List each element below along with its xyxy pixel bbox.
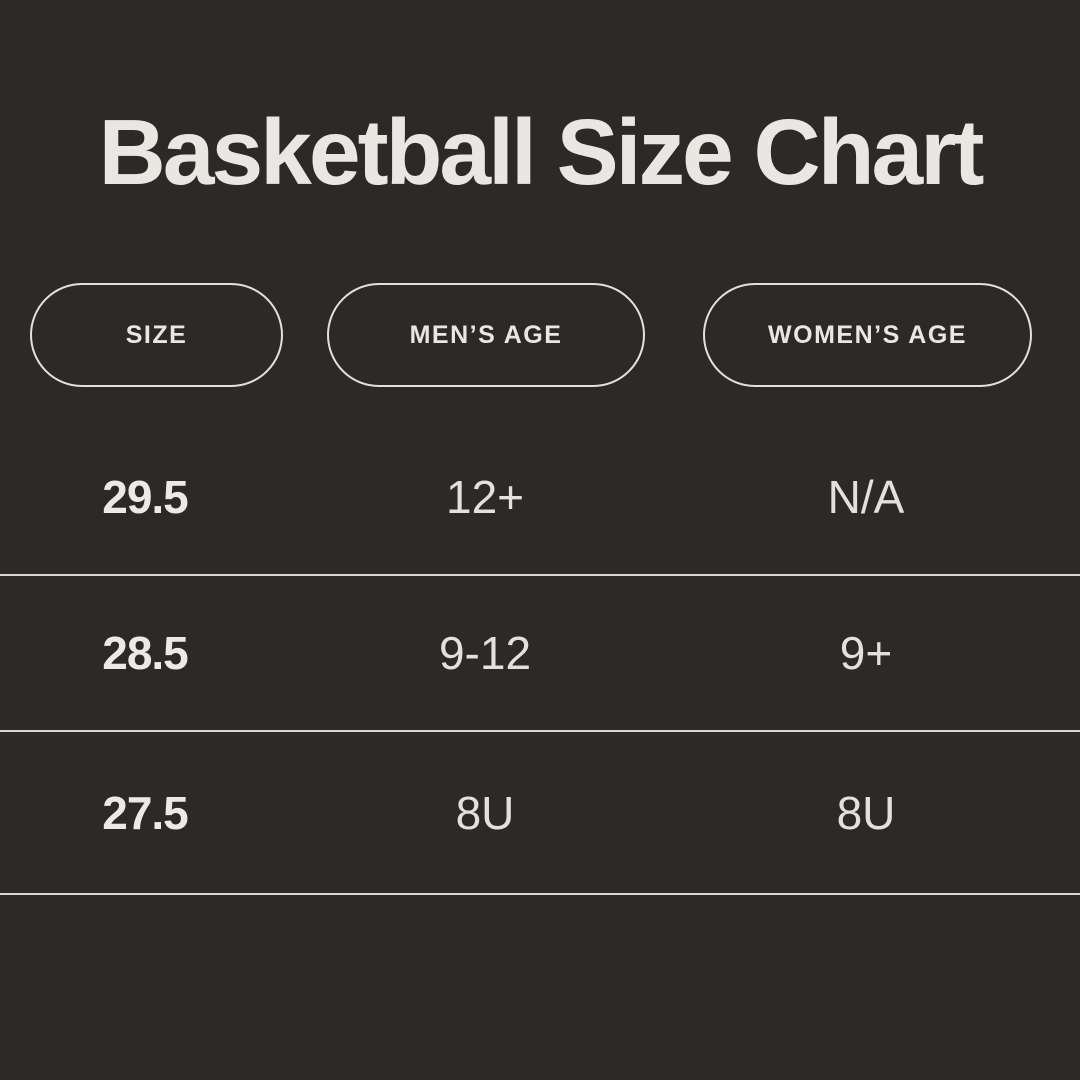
table-row: 28.5 9-12 9+	[0, 576, 1080, 732]
size-value: 28.5	[102, 627, 189, 679]
column-header-size: SIZE	[30, 283, 283, 387]
table-row: 29.5 12+ N/A	[0, 420, 1080, 576]
womens-age-value: N/A	[827, 471, 905, 523]
mens-age-value: 9-12	[438, 627, 532, 679]
page-title: Basketball Size Chart	[98, 100, 985, 204]
column-header-mens-age-label: MEN’S AGE	[409, 320, 563, 349]
size-value: 29.5	[102, 471, 189, 523]
mens-age-value: 8U	[455, 786, 515, 839]
table-row: 27.5 8U 8U	[0, 732, 1080, 895]
size-table-body: 29.5 12+ N/A 28.5 9-12 9+ 27.5 8U 8U	[0, 420, 1080, 895]
column-header-size-label: SIZE	[125, 320, 188, 349]
column-header-womens-age: WOMEN’S AGE	[703, 283, 1032, 387]
column-header-womens-age-label: WOMEN’S AGE	[768, 320, 967, 349]
mens-age-value: 12+	[445, 471, 525, 523]
womens-age-value: 9+	[839, 627, 893, 679]
size-value: 27.5	[102, 786, 189, 839]
column-header-mens-age: MEN’S AGE	[327, 283, 645, 387]
womens-age-value: 8U	[836, 786, 896, 839]
